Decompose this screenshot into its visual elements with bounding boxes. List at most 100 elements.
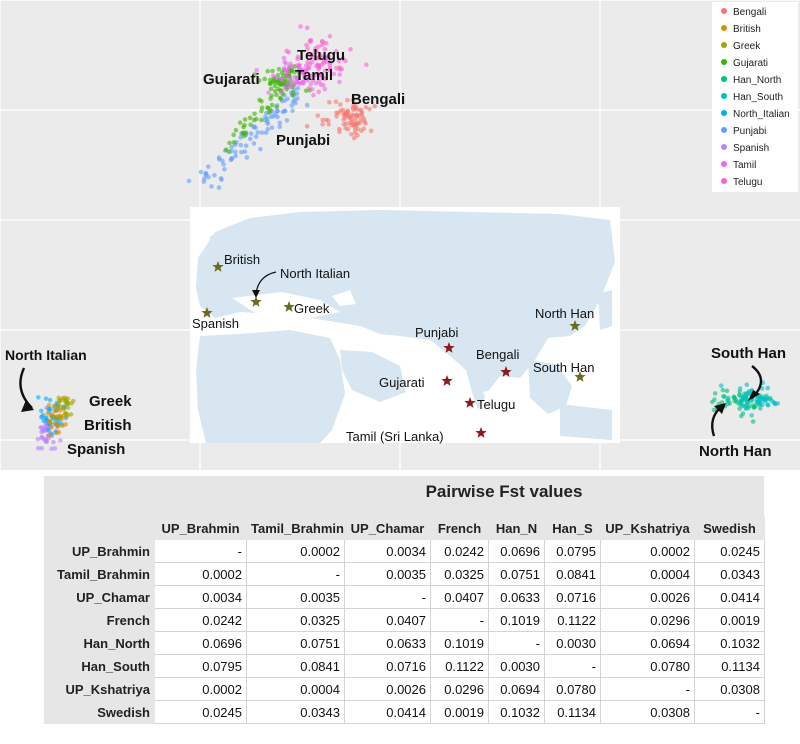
point-punjabi: [248, 131, 254, 136]
legend-label: Han_North: [733, 75, 781, 86]
point-bengali: [345, 109, 350, 115]
table-cell: 0.0245: [694, 539, 765, 563]
table-row: UP_Chamar 0.0034 0.0035-0.0407 0.0633 0.0716…: [44, 585, 765, 609]
point-han_north: [737, 406, 742, 412]
point-bengali: [368, 128, 374, 134]
annotation-label: Spanish: [67, 441, 125, 458]
point-spanish: [39, 446, 45, 451]
point-tamil: [312, 72, 318, 78]
table-cell: 0.0030: [488, 654, 545, 678]
point-gujarati: [233, 127, 239, 133]
point-gujarati: [257, 78, 262, 83]
point-punjabi: [277, 124, 283, 130]
point-telugu: [322, 55, 328, 60]
point-telugu: [316, 89, 321, 95]
point-punjabi: [262, 114, 268, 120]
table-row: Han_South 0.0795 0.0841 0.0716 0.1122 0.0030-…: [44, 654, 765, 678]
table-cell: -: [488, 631, 545, 655]
map-star-icon: [250, 296, 262, 307]
row-header: Swedish: [44, 700, 155, 724]
table-cell: 0.1134: [694, 654, 765, 678]
point-north_italian: [40, 412, 46, 418]
point-telugu: [312, 48, 318, 54]
point-spanish: [43, 439, 49, 445]
point-tamil: [278, 90, 284, 95]
point-tamil: [309, 73, 315, 78]
table-cell: -: [430, 608, 489, 632]
table-cell: 0.0296: [600, 608, 695, 632]
point-gujarati: [231, 132, 237, 138]
point-punjabi: [259, 130, 265, 135]
world-map-inset: [190, 207, 620, 443]
row-header: UP_Kshatriya: [44, 677, 155, 701]
legend-label: Han_South: [733, 92, 783, 103]
table-cell: 0.0696: [154, 631, 247, 655]
map-label: British: [224, 252, 260, 267]
point-gujarati: [276, 66, 282, 72]
point-punjabi: [282, 108, 287, 114]
point-greek: [61, 406, 67, 411]
table-cell: 0.1122: [544, 608, 601, 632]
point-gujarati: [262, 76, 267, 82]
point-north_italian: [48, 406, 53, 412]
table-cell: 0.0325: [430, 562, 489, 586]
point-bengali: [326, 122, 332, 127]
point-punjabi: [304, 102, 310, 108]
point-punjabi: [218, 176, 224, 181]
point-bengali: [320, 121, 325, 127]
table-cell: -: [344, 585, 431, 609]
table-cell: -: [600, 677, 695, 701]
point-north_italian: [47, 397, 53, 403]
column-header: UP_Chamar: [344, 516, 431, 540]
point-han_south: [761, 394, 766, 400]
point-greek: [63, 399, 68, 404]
point-bengali: [336, 110, 342, 115]
point-gujarati: [259, 117, 264, 123]
point-bengali: [343, 125, 349, 131]
point-bengali: [355, 121, 360, 127]
point-telugu: [323, 68, 328, 74]
point-han_south: [758, 399, 763, 404]
point-telugu: [316, 44, 321, 49]
map-label: Spanish: [192, 316, 239, 331]
map-star-icon: [574, 371, 586, 382]
point-punjabi: [275, 108, 281, 114]
point-punjabi: [212, 172, 217, 178]
column-header: UP_Brahmin: [154, 516, 247, 540]
fst-title-bar: Pairwise Fst values: [44, 476, 764, 516]
point-punjabi: [216, 185, 222, 190]
point-tamil: [278, 76, 284, 82]
map-star-icon: [201, 307, 213, 318]
point-gujarati: [272, 83, 278, 89]
fst-header-row: UP_Brahmin Tamil_Brahmin UP_Chamar Frenc…: [44, 516, 765, 540]
point-north_italian: [38, 408, 44, 414]
point-british: [52, 420, 58, 426]
point-bengali: [355, 133, 360, 138]
point-north_italian: [36, 395, 41, 400]
point-han_south: [741, 395, 746, 401]
point-bengali: [354, 106, 360, 112]
table-cell: 0.0296: [430, 677, 489, 701]
table-cell: 0.0414: [694, 585, 765, 609]
point-punjabi: [290, 99, 296, 104]
point-telugu: [307, 62, 313, 68]
table-cell: 0.1032: [488, 700, 545, 724]
table-cell: 0.0633: [344, 631, 431, 655]
point-han_north: [750, 419, 756, 424]
table-cell: 0.0308: [694, 677, 765, 701]
point-gujarati: [268, 86, 274, 92]
point-bengali: [350, 97, 356, 103]
point-punjabi: [229, 144, 234, 150]
point-telugu: [319, 61, 325, 67]
point-punjabi: [233, 153, 238, 159]
point-greek: [57, 414, 62, 420]
point-punjabi: [258, 146, 263, 152]
point-telugu: [333, 49, 339, 54]
point-telugu: [336, 58, 342, 64]
point-telugu: [310, 77, 316, 83]
legend-label: British: [733, 24, 761, 35]
point-tamil: [282, 85, 288, 90]
point-gujarati: [259, 98, 264, 104]
point-punjabi: [186, 178, 192, 184]
